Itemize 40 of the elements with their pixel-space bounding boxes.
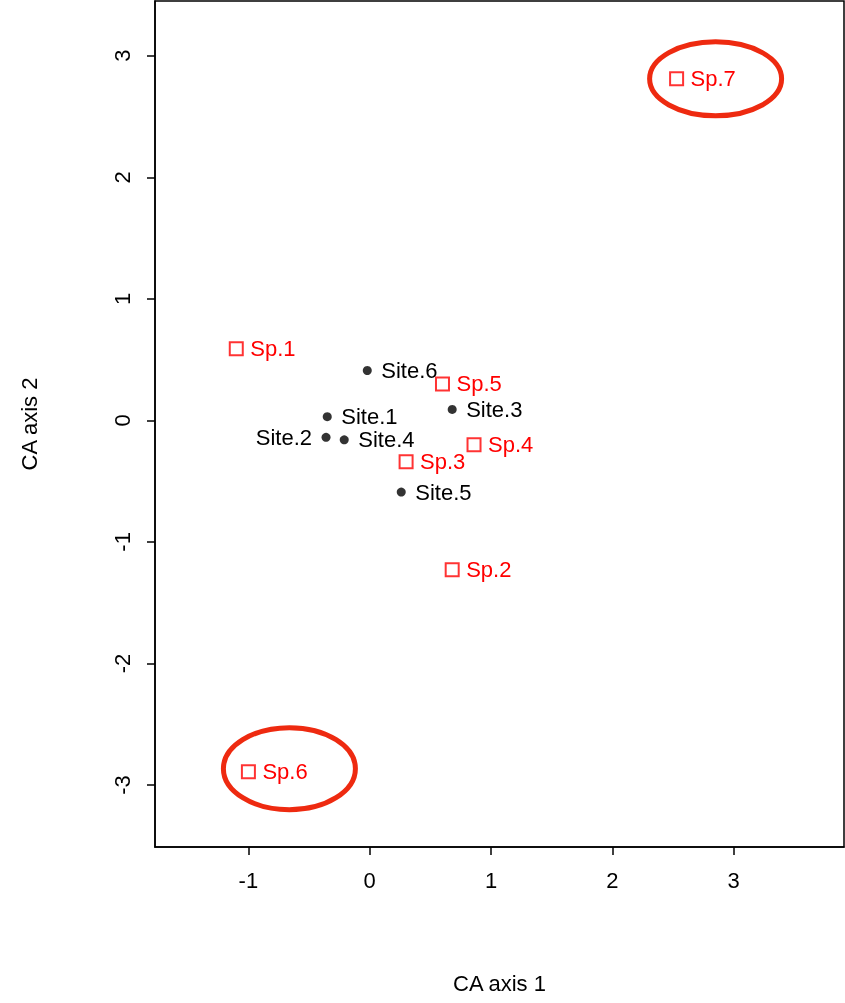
x-tick-label: 2 (606, 867, 619, 893)
point (339, 435, 349, 445)
y-tick-label: 3 (109, 49, 135, 62)
point (447, 404, 457, 414)
point (362, 366, 372, 376)
annotation: Sp.7 (690, 66, 736, 92)
point (240, 764, 256, 780)
x-tick-label: 0 (363, 867, 376, 893)
annotation: Site.4 (358, 427, 415, 453)
annotation: Site.2 (255, 424, 313, 450)
y-tick-label: 2 (109, 171, 135, 184)
annotation: Sp.1 (250, 336, 296, 362)
annotation: Site.6 (381, 358, 438, 384)
x-tick-label: -1 (238, 867, 259, 893)
y-tick-label: -3 (109, 775, 135, 795)
point (228, 341, 244, 357)
point (444, 562, 460, 578)
y-tick-label: -2 (109, 653, 135, 674)
annotation: Sp.3 (420, 449, 466, 475)
annotation: Site.3 (466, 396, 523, 422)
annotation: Sp.6 (262, 759, 308, 785)
annotation: Site.5 (415, 479, 472, 505)
point (466, 437, 482, 453)
point (669, 71, 685, 87)
point (396, 487, 406, 497)
annotation: Site.1 (341, 404, 398, 430)
annotation: Sp.5 (456, 371, 502, 397)
point (398, 454, 414, 470)
point (322, 412, 332, 422)
x-axis-title: CA axis 1 (453, 970, 546, 996)
x-tick-label: 3 (727, 867, 740, 893)
annotation: Sp.2 (466, 557, 512, 583)
annotation: Sp.4 (488, 432, 534, 458)
y-tick-label: -1 (109, 532, 135, 552)
point (321, 432, 331, 442)
x-tick-label: 1 (484, 867, 498, 893)
y-tick-label: 1 (109, 292, 135, 305)
y-tick-label: 0 (109, 414, 135, 427)
point (434, 376, 450, 392)
y-axis-title: CA axis 2 (16, 377, 42, 471)
